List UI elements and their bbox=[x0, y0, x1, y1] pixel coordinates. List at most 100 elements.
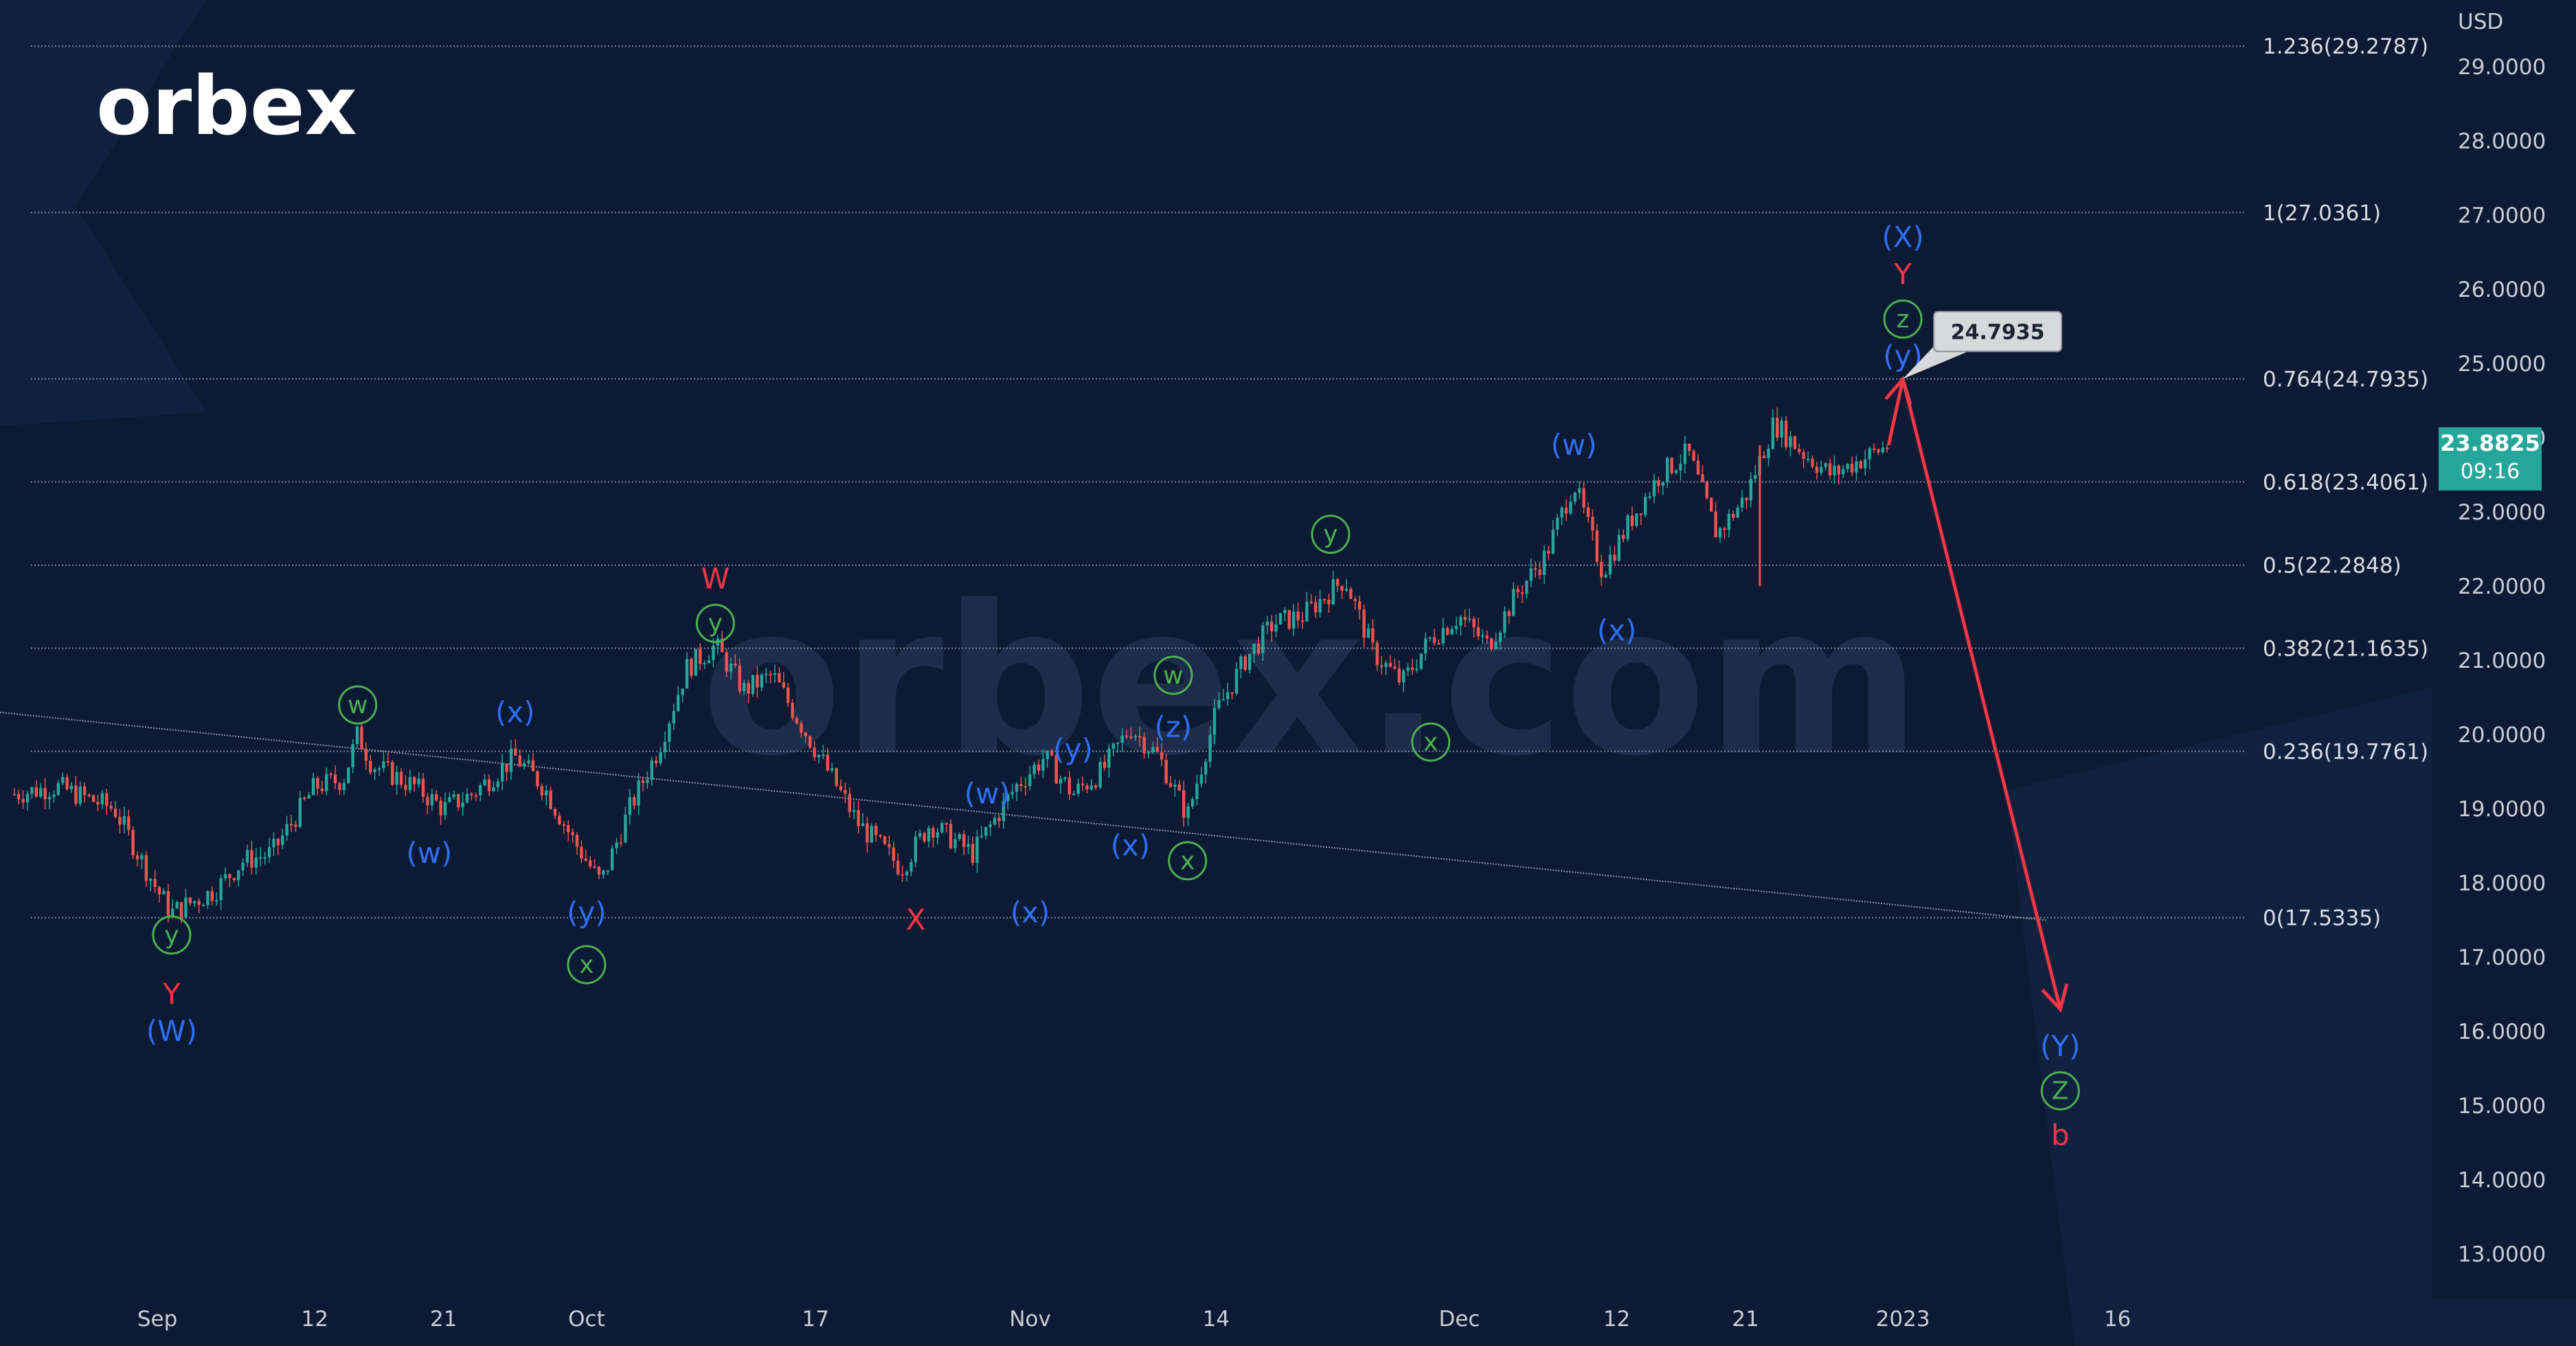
candle-body bbox=[1441, 627, 1445, 644]
time-tick-5: Nov bbox=[1009, 1307, 1051, 1332]
candle-body bbox=[870, 825, 874, 842]
candle-body bbox=[487, 779, 491, 792]
candle-body bbox=[1402, 671, 1405, 683]
candle-body bbox=[12, 794, 16, 796]
trend-line[interactable] bbox=[0, 711, 2046, 921]
candle-body bbox=[1767, 449, 1770, 458]
wave-circle-3 bbox=[338, 685, 378, 725]
candle-body bbox=[729, 663, 733, 672]
candle-body bbox=[149, 879, 152, 882]
time-tick-10: 2023 bbox=[1876, 1307, 1930, 1332]
candle-body bbox=[1450, 629, 1454, 635]
price-tick-10: 19.0000 bbox=[2458, 797, 2546, 822]
candle-body bbox=[347, 767, 350, 783]
candle-body bbox=[1754, 475, 1757, 479]
candle-body bbox=[1784, 420, 1788, 447]
candle-body bbox=[1529, 568, 1533, 581]
candle-body bbox=[1125, 735, 1129, 737]
candle-body bbox=[1314, 602, 1318, 613]
price-tick-16: 13.0000 bbox=[2458, 1242, 2546, 1267]
projection-arrow-1[interactable] bbox=[1901, 379, 2062, 1010]
candle-body bbox=[1516, 589, 1519, 593]
candle-body bbox=[1177, 784, 1182, 791]
candle-body bbox=[430, 794, 434, 806]
candle-body bbox=[1806, 458, 1810, 460]
time-axis[interactable]: Sep 12 21 Oct 17 Nov 14 Dec 12 21 2023 16 bbox=[137, 1307, 2131, 1332]
candle-body bbox=[206, 890, 210, 906]
wave-label-25: (X) bbox=[1882, 221, 1924, 254]
candle-body bbox=[201, 905, 205, 907]
candle-body bbox=[448, 797, 451, 803]
candle-body bbox=[1406, 667, 1410, 671]
candle-body bbox=[940, 822, 944, 833]
candle-body bbox=[927, 828, 931, 842]
candle-body bbox=[1190, 798, 1195, 807]
candle-body bbox=[1859, 461, 1863, 469]
candle-body bbox=[452, 794, 456, 798]
candle-body bbox=[1573, 493, 1577, 502]
candle-body bbox=[1661, 482, 1665, 486]
candle-body bbox=[1041, 759, 1045, 771]
candle-body bbox=[518, 755, 522, 767]
candle-body bbox=[782, 682, 786, 688]
time-tick-2: 21 bbox=[430, 1307, 457, 1332]
projection-arrow-0[interactable] bbox=[1886, 379, 1905, 446]
candle-body bbox=[1076, 783, 1080, 794]
candle-body bbox=[545, 790, 548, 796]
candle-body bbox=[281, 835, 284, 845]
candle-body bbox=[1837, 465, 1841, 475]
candle-body bbox=[694, 649, 698, 676]
candle-body bbox=[364, 749, 368, 761]
fibonacci-levels: 1.236(29.2787) 1(27.0361) 0.764(24.7935) 0.… bbox=[31, 34, 2428, 931]
candle-body bbox=[1718, 528, 1722, 538]
candle-body bbox=[1586, 507, 1590, 517]
wave-label-28: b bbox=[2051, 1118, 2070, 1152]
candle-body bbox=[685, 659, 689, 689]
candle-body bbox=[1886, 447, 1889, 449]
candle-body bbox=[1243, 656, 1247, 670]
candle-body bbox=[650, 760, 654, 780]
candle-body bbox=[760, 675, 764, 688]
candle-body bbox=[962, 833, 966, 847]
candle-body bbox=[734, 663, 737, 666]
candle-body bbox=[1129, 736, 1133, 738]
candle-body bbox=[505, 763, 508, 772]
candle-body bbox=[193, 901, 196, 904]
candle-body bbox=[1547, 550, 1550, 554]
price-tick-2: 27.0000 bbox=[2458, 203, 2546, 228]
candle-body bbox=[1476, 627, 1480, 637]
candle-body bbox=[1740, 497, 1744, 508]
candle-body bbox=[391, 762, 394, 785]
candle-body bbox=[329, 774, 332, 776]
candle-body bbox=[492, 787, 495, 792]
candle-body bbox=[501, 763, 504, 782]
price-axis[interactable]: USD 29.0000 28.0000 27.0000 26.0000 25.0000 2… bbox=[2432, 0, 2576, 1299]
candle-body bbox=[210, 890, 214, 901]
candle-body bbox=[1318, 599, 1322, 613]
candle-body bbox=[1006, 794, 1010, 801]
candle-body bbox=[879, 835, 882, 837]
wave-label-2: y bbox=[164, 921, 179, 950]
candle-body bbox=[228, 874, 231, 879]
candle-body bbox=[1138, 736, 1142, 738]
candle-body bbox=[993, 818, 997, 825]
time-tick-8: 12 bbox=[1603, 1307, 1630, 1332]
candle-body bbox=[399, 772, 403, 785]
candle-body bbox=[1833, 465, 1836, 475]
candle-body bbox=[373, 769, 376, 772]
projection-arrows[interactable] bbox=[1884, 375, 2069, 1013]
candle-body bbox=[901, 874, 904, 876]
candle-body bbox=[690, 659, 693, 676]
candle-body bbox=[1072, 794, 1076, 796]
candle-body bbox=[773, 673, 777, 675]
candle-body bbox=[426, 796, 429, 806]
candle-body bbox=[1608, 554, 1612, 575]
candle-body bbox=[1059, 778, 1063, 784]
candle-body bbox=[984, 827, 988, 836]
candle-body bbox=[1133, 736, 1138, 738]
candle-body bbox=[1424, 638, 1427, 654]
candle-body bbox=[1525, 581, 1528, 594]
candle-body bbox=[1815, 467, 1819, 473]
candle-body bbox=[1723, 528, 1726, 530]
